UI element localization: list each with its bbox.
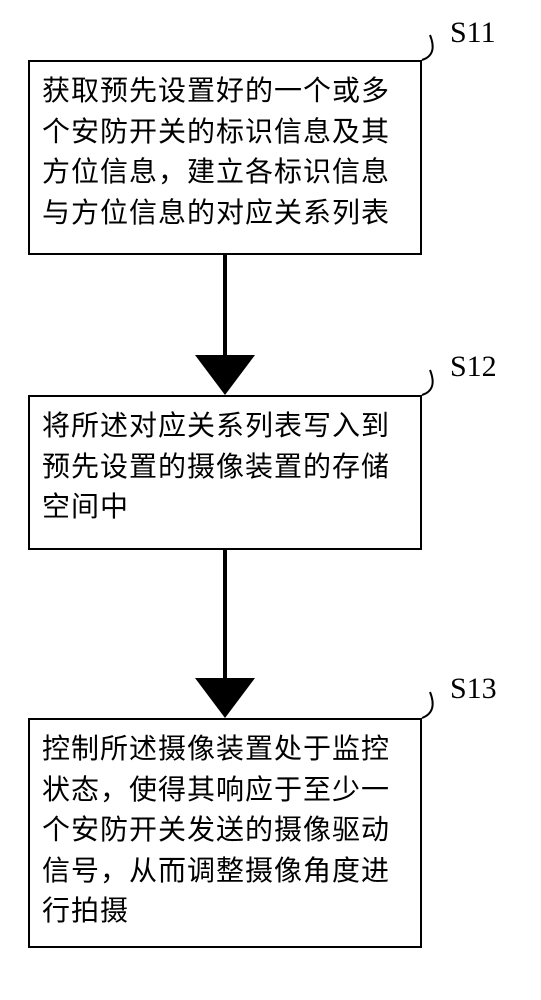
step-box-s11: 获取预先设置好的一个或多个安防开关的标识信息及其方位信息，建立各标识信息与方位信… xyxy=(28,60,422,255)
leader-path-s12 xyxy=(422,370,433,395)
arrow-shaft-1 xyxy=(223,255,227,355)
leader-path-s11 xyxy=(422,35,433,60)
step-text-s13: 控制所述摄像装置处于监控状态，使得其响应于至少一个安防开关发送的摄像驱动信号，从… xyxy=(42,730,408,933)
step-label-s12: S12 xyxy=(450,350,497,384)
leader-path-s13 xyxy=(422,692,433,718)
arrow-head-2 xyxy=(195,678,255,718)
arrow-shaft-2 xyxy=(223,550,227,678)
step-box-s13: 控制所述摄像装置处于监控状态，使得其响应于至少一个安防开关发送的摄像驱动信号，从… xyxy=(28,718,422,948)
step-text-s12: 将所述对应关系列表写入到预先设置的摄像装置的存储空间中 xyxy=(42,407,408,529)
step-text-s11: 获取预先设置好的一个或多个安防开关的标识信息及其方位信息，建立各标识信息与方位信… xyxy=(42,72,408,234)
step-label-s13: S13 xyxy=(450,672,497,706)
step-label-s11: S11 xyxy=(450,16,496,50)
arrow-head-1 xyxy=(195,355,255,395)
flowchart-canvas: 获取预先设置好的一个或多个安防开关的标识信息及其方位信息，建立各标识信息与方位信… xyxy=(0,0,541,1000)
step-box-s12: 将所述对应关系列表写入到预先设置的摄像装置的存储空间中 xyxy=(28,395,422,550)
